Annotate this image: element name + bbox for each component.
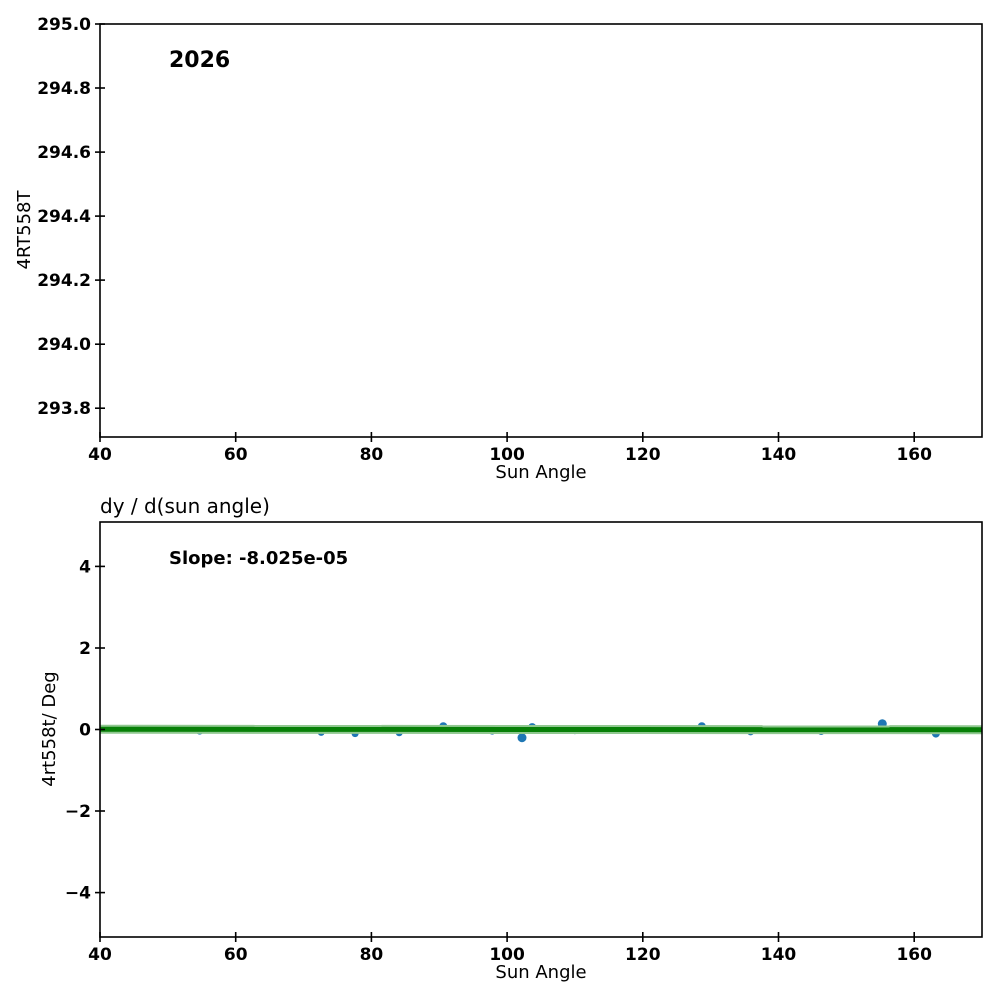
axes-spines	[99, 23, 983, 438]
y-tick-label: 294.0	[37, 335, 91, 355]
top-x-axis-label: Sun Angle	[495, 462, 587, 483]
top-axes: 40 60 80 100 120 140 160 293.8 294.0 294.2 294.4 29…	[37, 15, 983, 465]
x-tick-label: 60	[224, 445, 248, 465]
x-tick-label: 120	[625, 945, 661, 965]
x-tick-label: 80	[360, 945, 384, 965]
x-tick-label: 120	[625, 445, 661, 465]
y-tick-label: 294.4	[37, 207, 91, 227]
y-tick-label: 0	[79, 721, 91, 741]
bottom-axes: 40 60 80 100 120 140 160 −4 −2 0 2 4	[65, 521, 983, 965]
x-tick-label: 160	[896, 445, 932, 465]
y-tick-label: 294.8	[37, 79, 91, 99]
y-tick-label: 294.2	[37, 271, 91, 291]
y-tick-label: 294.6	[37, 143, 91, 163]
x-tick-label: 80	[360, 445, 384, 465]
year-annotation: 2026	[169, 48, 231, 73]
x-tick-label: 140	[761, 945, 797, 965]
bottom-x-axis-label: Sun Angle	[495, 962, 587, 983]
x-tick-label: 140	[761, 445, 797, 465]
y-tick-label: 4	[79, 557, 91, 577]
x-tick-label: 40	[88, 945, 112, 965]
x-tick-label: 60	[224, 945, 248, 965]
y-tick-label: −2	[65, 802, 91, 822]
x-tick-label: 40	[88, 445, 112, 465]
bottom-plot-title: dy / d(sun angle)	[100, 494, 270, 518]
top-y-axis-label: 4RT558T	[14, 190, 35, 270]
x-tick-label: 100	[489, 945, 525, 965]
x-tick-label: 160	[896, 945, 932, 965]
x-tick-label: 100	[489, 445, 525, 465]
scatter-point	[517, 733, 527, 743]
slope-annotation: Slope: -8.025e-05	[169, 548, 349, 569]
y-tick-label: 2	[79, 639, 91, 659]
y-tick-label: 295.0	[37, 15, 91, 35]
y-tick-label: −4	[65, 884, 91, 904]
y-tick-label: 293.8	[37, 399, 91, 419]
bottom-y-axis-label: 4rt558t/ Deg	[39, 671, 60, 787]
